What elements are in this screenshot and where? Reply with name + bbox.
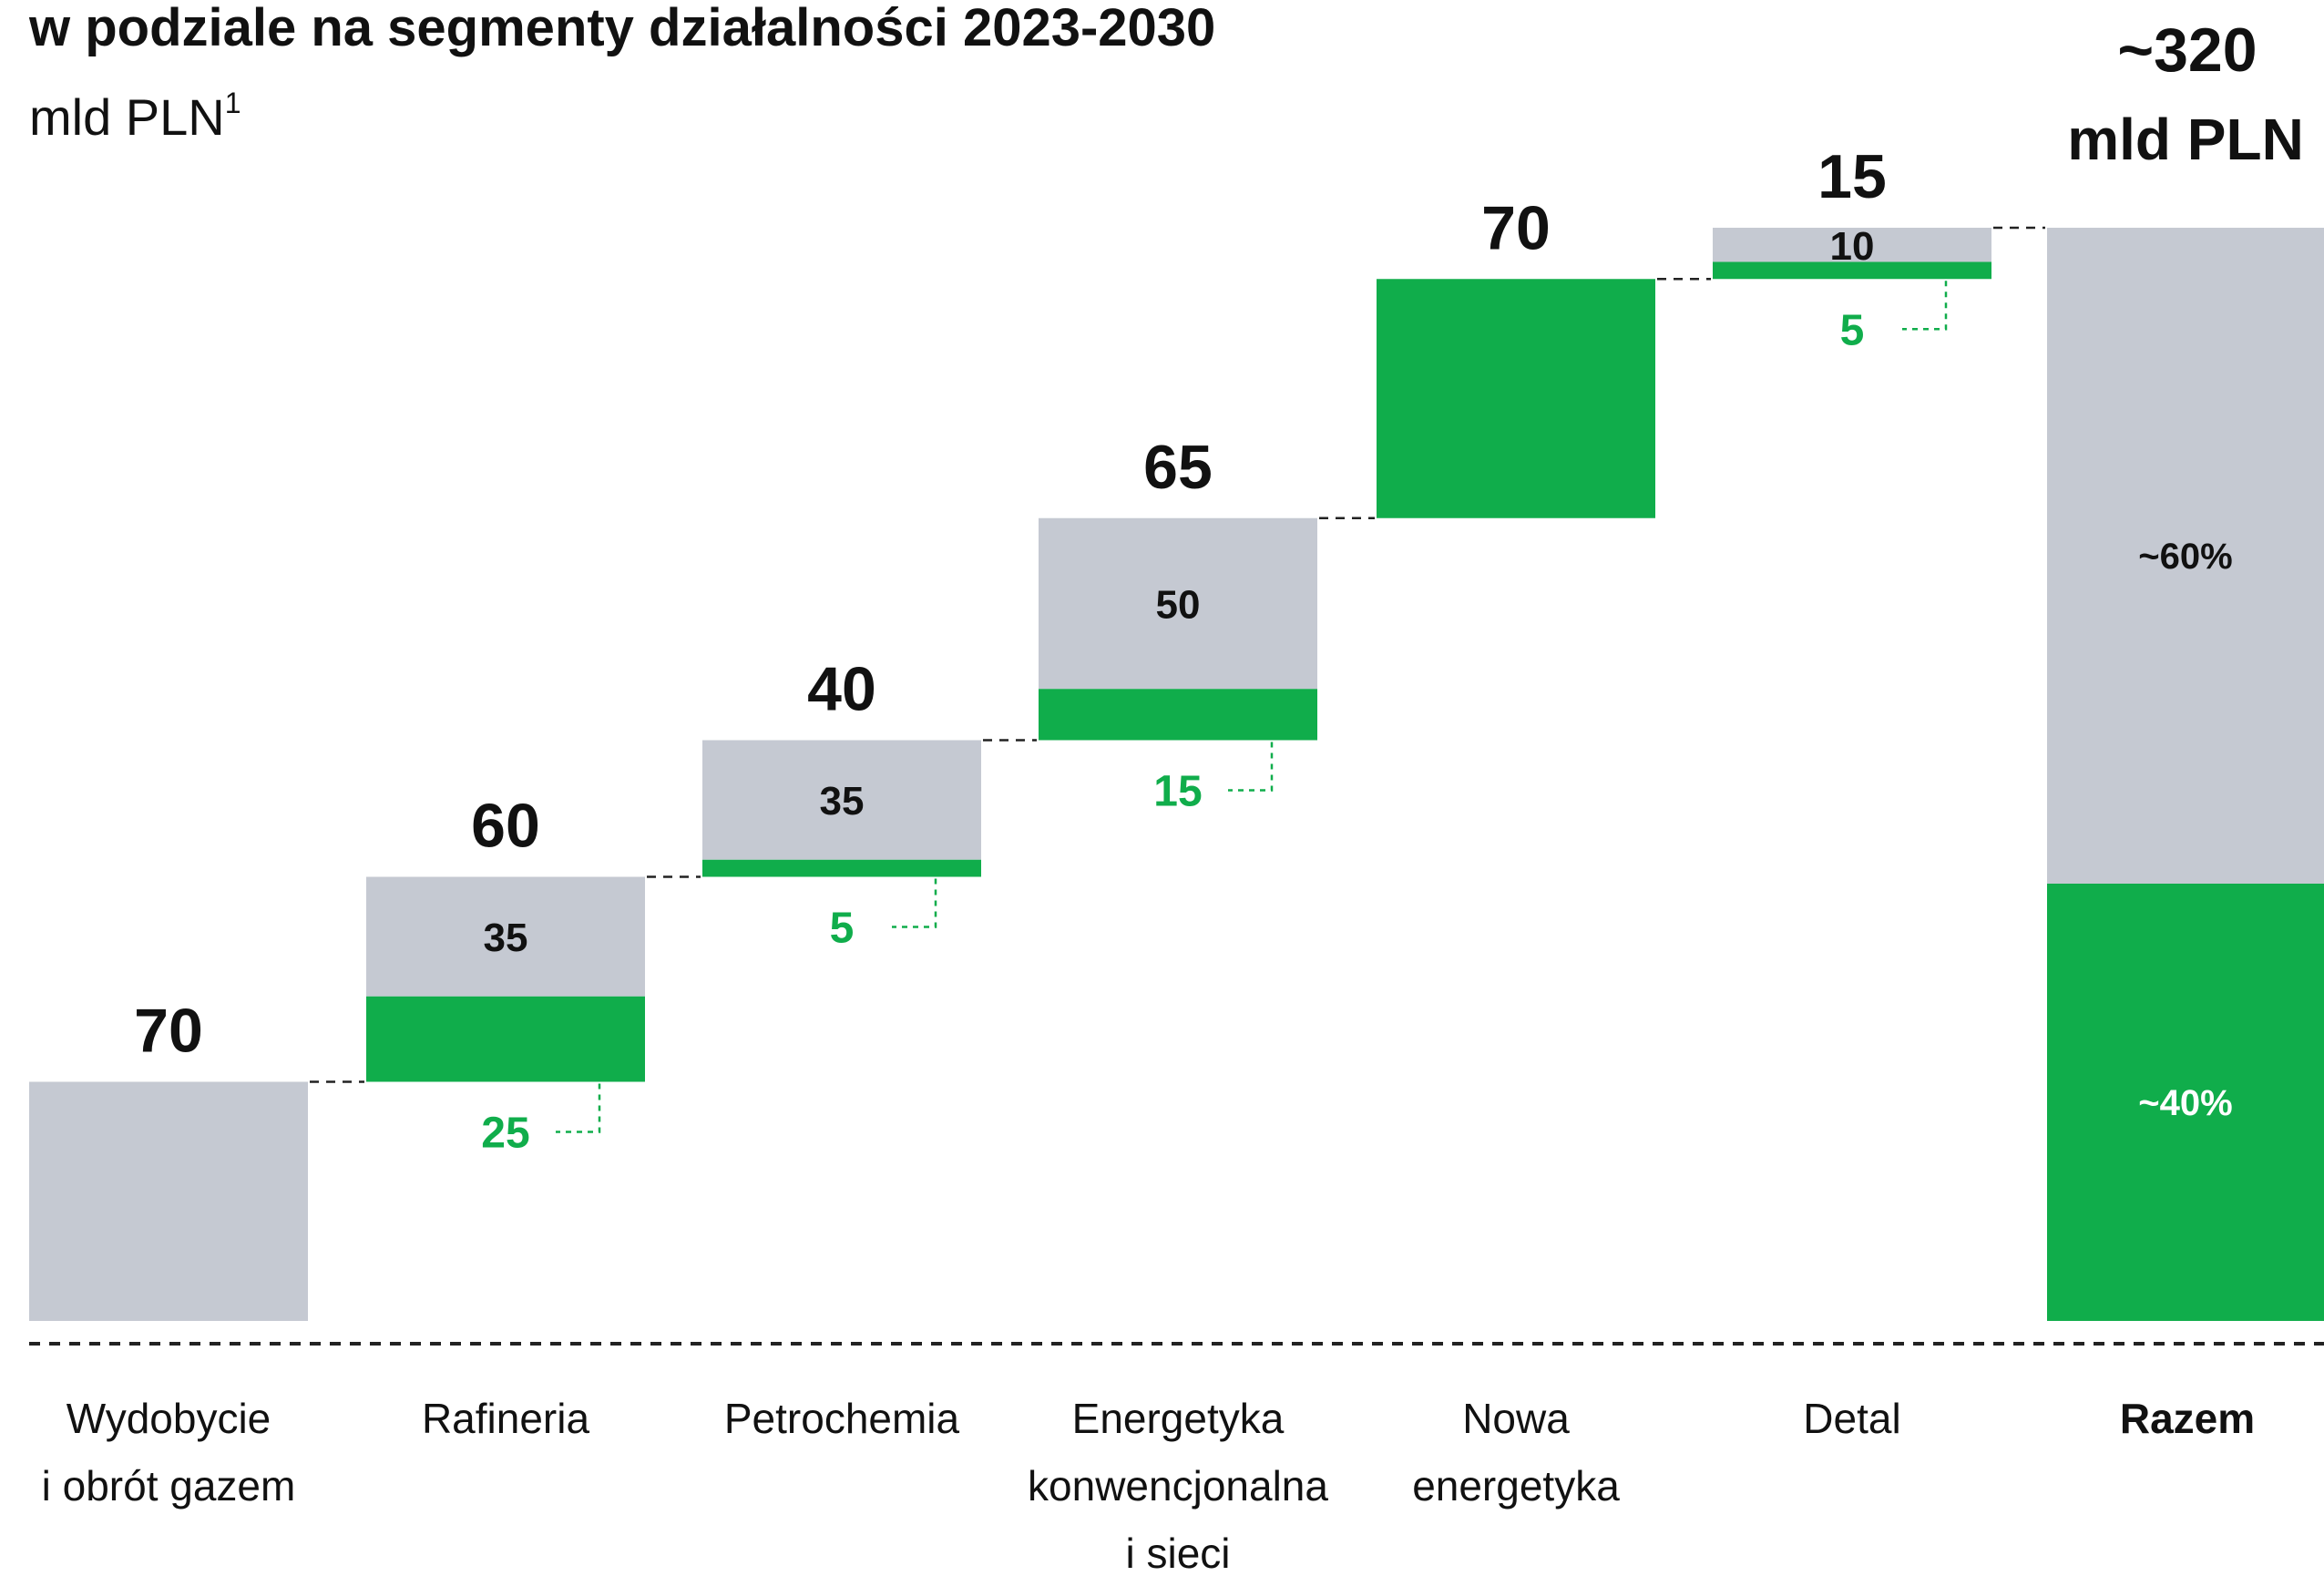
bar-green-segment — [1713, 261, 1991, 280]
total-share-label: ~60% — [2138, 537, 2232, 577]
bar-total-label: 40 — [807, 655, 876, 724]
category-label: Rafineria — [422, 1395, 590, 1442]
category-label: konwencjonalna — [1028, 1462, 1328, 1509]
bar-green-segment — [1377, 279, 1655, 518]
total-bar-segment — [2047, 228, 2324, 884]
unit-label: mld PLN1 — [29, 87, 241, 146]
chart-title: w podziale na segmenty działalności 2023… — [28, 0, 1215, 57]
bar-inner-label: 10 — [1830, 224, 1875, 269]
green-callout-bracket — [1228, 742, 1274, 792]
bar-total-label: 65 — [1143, 433, 1213, 502]
labels-layer: 70 60 35 25 40 35 5 65 50 15 70 15 10 5 ~60% ~40% ~320 ml… — [134, 15, 2304, 1158]
category-label: Wydobycie — [67, 1395, 271, 1442]
bar-green-callout: 25 — [481, 1110, 529, 1158]
category-label: Petrochemia — [724, 1395, 960, 1442]
bar-total-label: 60 — [471, 792, 540, 861]
bars-layer — [29, 228, 2324, 1321]
category-label: i obrót gazem — [42, 1462, 296, 1509]
grand-total-unit: mld PLN — [2067, 107, 2304, 172]
bar-green-segment — [702, 859, 981, 877]
green-callout-bracket — [892, 878, 937, 928]
bar-total-label: 15 — [1817, 142, 1887, 211]
bar-inner-label: 35 — [820, 779, 865, 824]
bar-grey-segment — [29, 1081, 308, 1321]
bar-green-segment — [366, 996, 645, 1082]
total-bar-segment — [2047, 884, 2324, 1321]
bar-total-label: 70 — [134, 997, 203, 1066]
bar-green-segment — [1039, 689, 1317, 741]
bar-inner-label: 35 — [484, 916, 528, 960]
grand-total-value: ~320 — [2117, 15, 2257, 85]
category-label: Energetyka — [1072, 1395, 1285, 1442]
bar-total-label: 70 — [1481, 193, 1551, 262]
category-label: Nowa — [1462, 1395, 1570, 1442]
bar-grey-segment — [1039, 517, 1317, 690]
bar-grey-segment — [1713, 228, 1991, 262]
connectors-layer — [29, 226, 2324, 1346]
category-label: i sieci — [1125, 1530, 1230, 1576]
total-share-label: ~40% — [2138, 1083, 2232, 1123]
bar-green-callout: 5 — [1840, 306, 1865, 354]
green-callout-bracket — [1902, 281, 1948, 331]
bar-green-callout: 5 — [830, 905, 855, 953]
bar-grey-segment — [366, 876, 645, 997]
bar-inner-label: 50 — [1156, 583, 1201, 628]
category-label: energetyka — [1412, 1462, 1620, 1509]
green-callout-bracket — [556, 1083, 601, 1133]
unit-footnote: 1 — [225, 87, 241, 119]
bar-green-callout: 15 — [1153, 768, 1202, 816]
unit-text: mld PLN — [29, 88, 225, 146]
category-label: Detal — [1803, 1395, 1900, 1442]
category-label-total: Razem — [2120, 1395, 2255, 1442]
bar-grey-segment — [702, 740, 981, 860]
category-axis: Wydobycie i obrót gazem Rafineria Petrochem… — [42, 1395, 2256, 1576]
